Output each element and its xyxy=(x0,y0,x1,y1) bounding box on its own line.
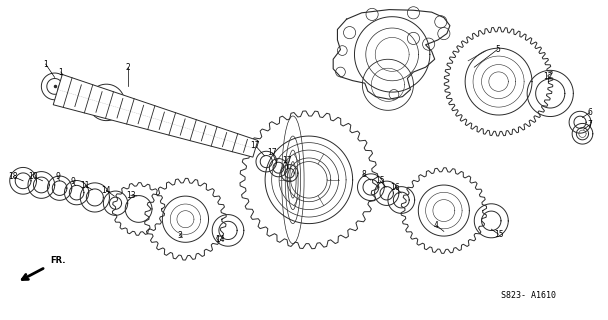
Text: 2: 2 xyxy=(125,63,130,72)
Text: 11: 11 xyxy=(80,181,90,190)
Text: S823- A1610: S823- A1610 xyxy=(502,292,556,300)
Text: 15: 15 xyxy=(375,176,385,185)
Text: 3: 3 xyxy=(177,231,182,240)
Text: 9: 9 xyxy=(55,172,60,181)
Text: 13: 13 xyxy=(126,191,136,200)
Text: 7: 7 xyxy=(587,120,592,129)
Polygon shape xyxy=(54,75,258,157)
Text: 14: 14 xyxy=(102,186,111,195)
Text: 8: 8 xyxy=(361,170,366,179)
Text: 12: 12 xyxy=(544,72,553,81)
Text: 15: 15 xyxy=(494,230,503,239)
Text: 17: 17 xyxy=(250,141,260,150)
Text: 5: 5 xyxy=(495,45,500,54)
Text: 10: 10 xyxy=(29,172,38,181)
Text: 6: 6 xyxy=(587,108,592,117)
Text: 16: 16 xyxy=(390,183,400,192)
Text: 17: 17 xyxy=(282,156,292,164)
Text: 1: 1 xyxy=(43,60,48,68)
Text: 1: 1 xyxy=(58,68,63,76)
Text: 14: 14 xyxy=(215,236,225,244)
Text: 17: 17 xyxy=(268,148,277,157)
Text: FR.: FR. xyxy=(50,256,65,265)
Text: 18: 18 xyxy=(9,172,18,181)
Text: 9: 9 xyxy=(71,177,75,186)
Text: 4: 4 xyxy=(434,221,439,230)
